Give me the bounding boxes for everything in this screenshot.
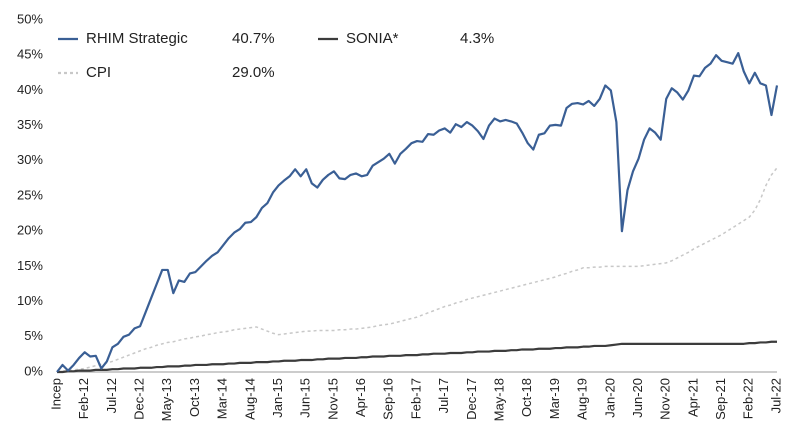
x-tick-label: Sep-16: [381, 378, 396, 420]
legend-value: 29.0%: [232, 64, 275, 81]
x-tick-label: Sep-21: [713, 378, 728, 420]
x-tick-label: Jan-20: [602, 378, 617, 418]
x-tick-label: Jul-12: [104, 378, 119, 413]
x-tick-label: Jul-22: [768, 378, 783, 413]
legend-value: 40.7%: [232, 30, 275, 47]
x-tick-label: Mar-14: [215, 378, 230, 419]
x-tick-label: Dec-12: [132, 378, 147, 420]
x-tick-label: May-13: [159, 378, 174, 421]
y-tick-label: 25%: [17, 187, 43, 202]
x-tick-label: Feb-12: [76, 378, 91, 419]
legend-label: SONIA*: [346, 30, 399, 47]
x-tick-label: Apr-21: [685, 378, 700, 417]
x-tick-label: Aug-14: [242, 378, 257, 420]
x-tick-label: Jul-17: [436, 378, 451, 413]
x-tick-label: Incep: [48, 378, 63, 410]
x-tick-label: Dec-17: [464, 378, 479, 420]
y-tick-label: 15%: [17, 258, 43, 273]
x-tick-label: Nov-15: [325, 378, 340, 420]
y-tick-label: 30%: [17, 152, 43, 167]
x-tick-label: Oct-13: [187, 378, 202, 417]
series-line: [57, 340, 777, 374]
x-tick-label: Aug-19: [575, 378, 590, 420]
y-tick-label: 50%: [17, 11, 43, 26]
y-tick-label: 10%: [17, 293, 43, 308]
y-tick-label: 40%: [17, 82, 43, 97]
y-tick-label: 45%: [17, 47, 43, 62]
x-tick-label: Feb-22: [741, 378, 756, 419]
x-tick-label: Jan-15: [270, 378, 285, 418]
series-line: [56, 167, 778, 373]
x-tick-label: Jun-15: [298, 378, 313, 418]
legend-label: RHIM Strategic: [86, 30, 188, 47]
y-tick-label: 5%: [24, 328, 43, 343]
x-tick-label: Feb-17: [408, 378, 423, 419]
x-tick-label: May-18: [492, 378, 507, 421]
y-tick-label: 0%: [24, 363, 43, 378]
x-tick-label: Oct-18: [519, 378, 534, 417]
legend-label: CPI: [86, 64, 111, 81]
x-tick-label: Apr-16: [353, 378, 368, 417]
series-line: [56, 51, 779, 373]
y-tick-label: 35%: [17, 117, 43, 132]
y-tick-label: 20%: [17, 223, 43, 238]
legend-value: 4.3%: [460, 30, 494, 47]
x-tick-label: Nov-20: [658, 378, 673, 420]
x-tick-label: Jun-20: [630, 378, 645, 418]
x-tick-label: Mar-19: [547, 378, 562, 419]
